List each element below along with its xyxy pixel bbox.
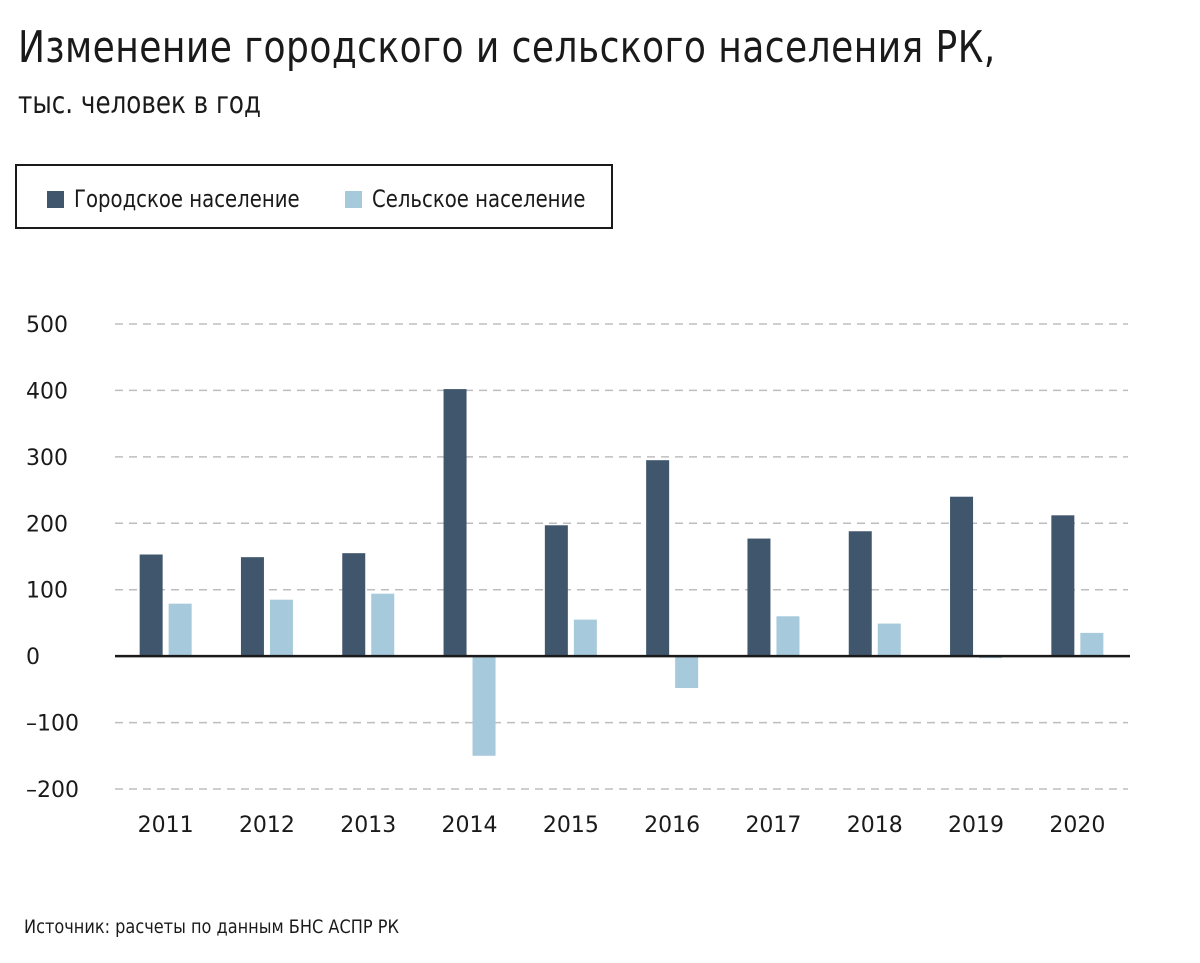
bar-urban	[848, 531, 872, 657]
legend-swatch-rural	[345, 190, 362, 208]
y-tick-label: 0	[26, 645, 40, 670]
x-tick-label: 2011	[138, 813, 194, 838]
legend-swatch-urban	[47, 190, 64, 208]
bar-rural	[269, 599, 293, 657]
y-tick-label: 300	[26, 446, 68, 471]
x-tick-label: 2015	[543, 813, 599, 838]
x-tick-label: 2013	[340, 813, 396, 838]
y-tick-label: 100	[26, 579, 68, 604]
y-tick-label: 400	[26, 379, 68, 404]
x-tick-label: 2012	[239, 813, 295, 838]
bar-urban	[1051, 515, 1075, 657]
bar-urban	[646, 460, 670, 657]
legend-item-rural: Сельское население	[345, 185, 632, 213]
x-tick-label: 2020	[1049, 813, 1105, 838]
bar-urban	[747, 538, 771, 657]
bar-rural	[472, 656, 496, 756]
bar-urban	[950, 496, 974, 657]
chart-subtitle: тыс. человек в год	[18, 86, 261, 121]
bar-urban	[139, 554, 163, 657]
bar-rural	[675, 656, 699, 689]
legend-item-urban: Городское население	[47, 185, 349, 213]
bar-rural	[1080, 632, 1104, 657]
y-tick-label: 500	[26, 313, 68, 338]
chart-title: Изменение городского и сельского населен…	[18, 22, 996, 73]
y-tick-label: 200	[26, 512, 68, 537]
x-tick-label: 2018	[847, 813, 903, 838]
bar-rural	[776, 616, 800, 657]
legend-label-rural: Сельское население	[372, 185, 586, 213]
y-tick-label: –100	[26, 712, 79, 737]
bar-urban	[240, 557, 264, 657]
bar-urban	[443, 389, 467, 657]
y-tick-label: –200	[26, 778, 79, 803]
x-tick-label: 2019	[948, 813, 1004, 838]
source-note: Источник: расчеты по данным БНС АСПР РК	[24, 916, 399, 938]
bar-rural	[573, 619, 597, 657]
x-tick-label: 2016	[644, 813, 700, 838]
x-tick-label: 2014	[442, 813, 498, 838]
bar-urban	[544, 525, 568, 657]
bar-rural	[371, 593, 395, 657]
bar-urban	[342, 553, 366, 657]
bar-rural	[168, 603, 192, 657]
x-tick-label: 2017	[745, 813, 801, 838]
bar-rural	[877, 623, 901, 657]
legend-label-urban: Городское население	[74, 185, 300, 213]
chart-legend: Городское население Сельское население	[15, 164, 613, 229]
